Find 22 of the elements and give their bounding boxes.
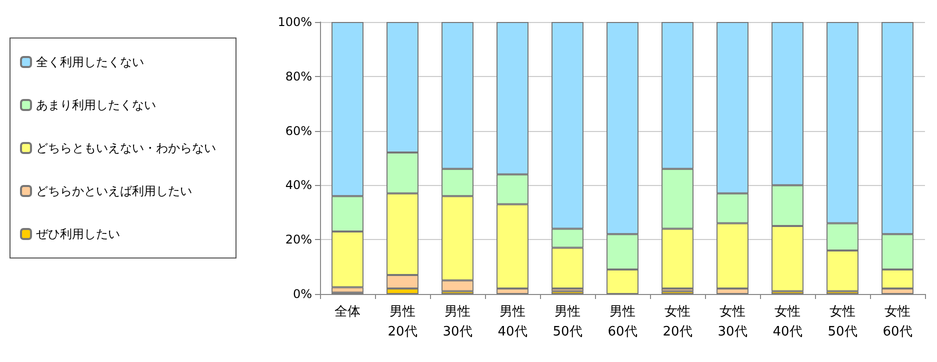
x-tick-label: 男性 20代 (388, 304, 418, 340)
y-tick-label: 100% (278, 15, 312, 29)
x-tick-label: 女性 60代 (882, 304, 912, 340)
legend-label: どちらともいえない・わからない (36, 141, 216, 155)
x-tick-label: 女性 30代 (718, 304, 748, 340)
x-tick-label: 全体 (334, 304, 360, 320)
y-tick-label: 80% (285, 69, 312, 84)
x-tick-label: 男性 50代 (552, 304, 582, 340)
x-tick-label: 女性 40代 (772, 304, 802, 340)
y-tick-label: 40% (285, 178, 312, 192)
y-tick-label: 60% (285, 124, 312, 138)
legend-label: 全く利用したくない (36, 55, 144, 69)
x-tick-label: 男性 60代 (608, 304, 638, 340)
x-tick-label: 女性 50代 (828, 304, 858, 340)
legend-label: どちらかといえば利用したい (36, 184, 192, 198)
x-tick-label: 男性 30代 (442, 304, 472, 340)
legend-label: あまり利用したくない (36, 98, 156, 112)
y-tick-label: 20% (285, 232, 312, 247)
x-tick-label: 男性 40代 (498, 304, 528, 340)
y-tick-label: 0% (292, 287, 312, 301)
legend-label: ぜひ利用したい (36, 227, 120, 241)
x-tick-label: 女性 20代 (662, 304, 692, 340)
